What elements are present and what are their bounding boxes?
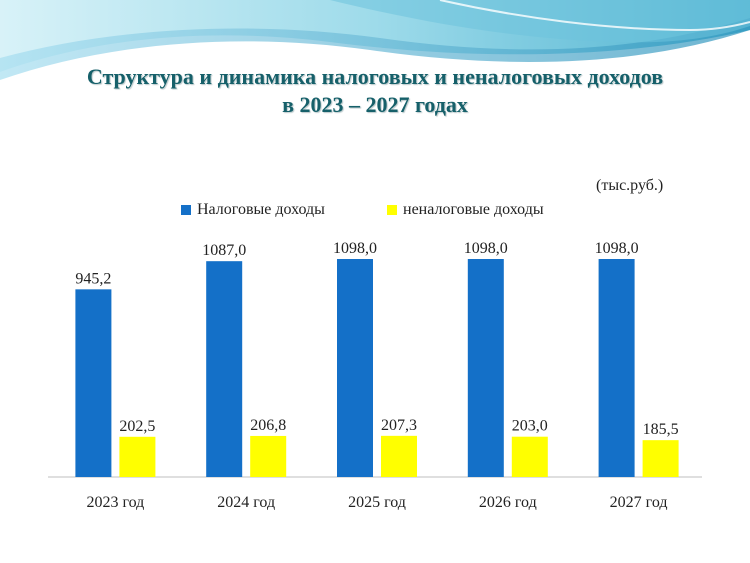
x-tick-label-4: 2027 год — [610, 494, 668, 511]
data-label-tax-3: 1098,0 — [464, 240, 508, 257]
bar-nontax-2 — [381, 435, 417, 477]
data-label-tax-0: 945,2 — [75, 270, 111, 287]
data-label-nontax-1: 206,8 — [250, 417, 286, 434]
bar-nontax-4 — [642, 440, 679, 477]
legend-swatch-tax — [181, 205, 191, 215]
x-tick-label-0: 2023 год — [86, 494, 144, 511]
legend-swatch-nontax — [387, 205, 397, 215]
x-tick-label-3: 2026 год — [479, 494, 537, 511]
bar-nontax-1 — [250, 435, 287, 477]
legend-item-nontax: неналоговые доходы — [387, 201, 544, 219]
data-label-nontax-4: 185,5 — [643, 421, 679, 438]
bar-tax-2 — [337, 259, 373, 477]
chart-title-line2: в 2023 – 2027 годах — [282, 92, 468, 117]
bar-tax-3 — [467, 259, 504, 477]
legend-item-tax: Налоговые доходы — [181, 201, 325, 219]
data-label-nontax-3: 203,0 — [512, 418, 548, 435]
data-label-tax-2: 1098,0 — [333, 240, 377, 257]
bar-tax-0 — [75, 289, 112, 477]
data-label-nontax-2: 207,3 — [381, 417, 417, 434]
chart-title-line1: Структура и динамика налоговых и неналог… — [86, 64, 664, 89]
data-label-nontax-0: 202,5 — [119, 418, 155, 435]
data-label-tax-1: 1087,0 — [202, 242, 246, 259]
bar-nontax-0 — [119, 436, 156, 477]
bar-tax-4 — [598, 259, 635, 477]
bar-tax-1 — [206, 261, 243, 477]
data-label-tax-4: 1098,0 — [595, 240, 639, 257]
x-tick-label-1: 2024 год — [217, 494, 275, 511]
unit-label: (тыс.руб.) — [596, 177, 664, 194]
x-tick-label-2: 2025 год — [348, 494, 406, 511]
bar-nontax-3 — [511, 436, 548, 477]
legend-label-tax: Налоговые доходы — [197, 201, 325, 218]
header-wave-decoration — [0, 0, 750, 83]
legend-label-nontax: неналоговые доходы — [403, 201, 544, 218]
